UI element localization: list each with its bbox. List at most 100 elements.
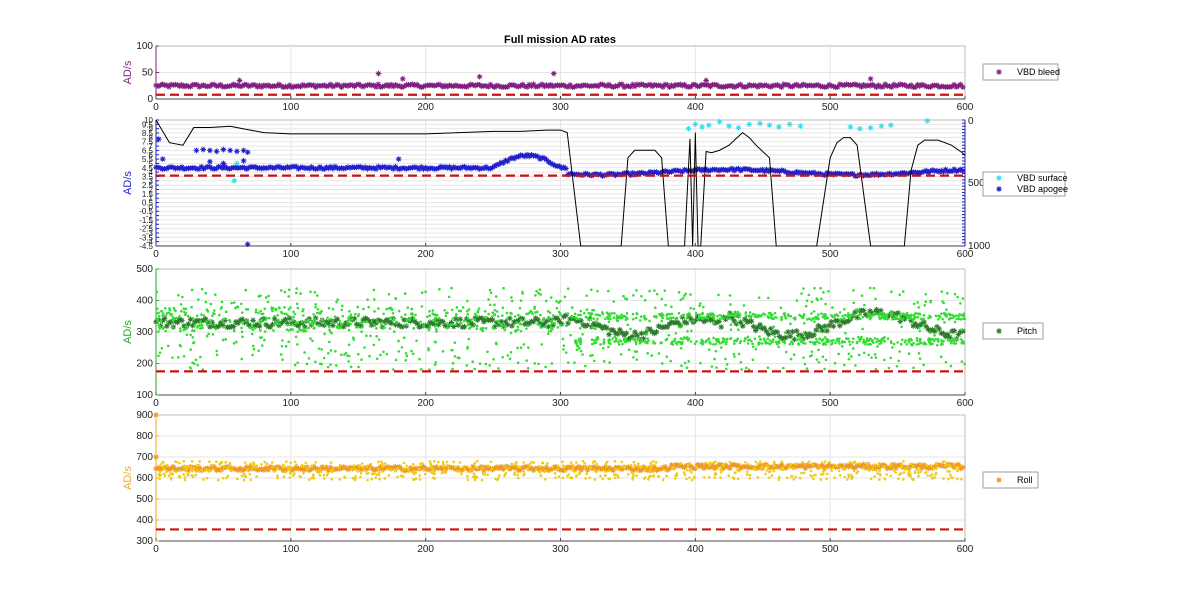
data-point (871, 83, 878, 89)
data-point (608, 83, 614, 90)
data-point (960, 464, 966, 471)
data-dot (802, 321, 806, 325)
data-point (552, 162, 558, 169)
data-dot (618, 315, 621, 318)
data-dot (868, 286, 872, 290)
data-point (841, 319, 847, 326)
data-dot (779, 306, 783, 310)
data-dot (571, 465, 575, 469)
data-dot (719, 470, 723, 474)
data-dot (581, 459, 585, 463)
data-dot (267, 316, 271, 320)
data-point (375, 317, 382, 324)
data-dot (414, 313, 417, 317)
data-point (176, 165, 183, 172)
data-point (494, 319, 500, 326)
data-point (727, 465, 733, 472)
data-point (843, 318, 850, 325)
data-point (763, 328, 770, 335)
data-dot (823, 336, 827, 339)
data-dot (318, 469, 322, 472)
data-dot (900, 463, 904, 467)
data-point (735, 82, 742, 89)
data-dot (780, 318, 783, 322)
data-dot (851, 337, 855, 340)
data-point (724, 464, 731, 470)
data-point (248, 82, 254, 89)
data-dot (749, 315, 753, 319)
data-dot (252, 461, 255, 464)
data-dot (248, 326, 252, 329)
data-dot (519, 329, 523, 333)
data-point (593, 466, 599, 472)
data-dot (161, 326, 165, 329)
data-dot (625, 297, 629, 301)
data-point (778, 84, 785, 91)
y-tick-label: 400 (136, 296, 153, 307)
data-dot (493, 327, 496, 330)
data-dot (898, 350, 901, 353)
data-point (584, 171, 591, 177)
data-dot (315, 311, 319, 315)
data-dot (166, 463, 169, 467)
data-dot (934, 337, 938, 341)
data-dot (193, 329, 196, 332)
y-tick-label: 3 (149, 177, 154, 186)
data-point (677, 81, 684, 88)
data-dot (689, 340, 693, 343)
data-dot (289, 465, 293, 469)
data-point (395, 156, 402, 162)
data-dot (516, 464, 519, 468)
data-dot (614, 339, 618, 343)
data-dot (557, 475, 561, 478)
data-point (811, 169, 817, 176)
data-point (192, 165, 198, 171)
data-dot (510, 462, 514, 466)
data-dot (287, 340, 290, 344)
data-point (800, 336, 806, 342)
data-dot (795, 299, 799, 302)
data-dot (513, 473, 516, 476)
data-dot (260, 344, 264, 347)
data-dot (182, 328, 185, 332)
data-point (938, 167, 945, 174)
data-dot (652, 340, 655, 343)
data-point (655, 323, 662, 329)
data-point (828, 463, 835, 470)
data-dot (770, 341, 773, 344)
data-dot (382, 350, 385, 354)
data-dot (381, 465, 385, 469)
data-dot (254, 310, 258, 314)
data-point (466, 82, 472, 89)
data-point (530, 467, 537, 474)
data-dot (283, 312, 287, 316)
data-dot (583, 462, 587, 465)
data-point (155, 164, 161, 171)
data-point (951, 327, 958, 334)
data-dot (218, 463, 221, 466)
data-dot (629, 327, 632, 331)
data-point (543, 318, 550, 325)
data-point (640, 170, 647, 176)
data-point (265, 165, 271, 171)
data-point (845, 463, 852, 470)
data-dot (165, 321, 169, 325)
data-dot (889, 462, 893, 466)
data-dot (169, 476, 173, 480)
data-point (427, 466, 433, 473)
data-dot (251, 344, 255, 348)
data-dot (250, 467, 254, 470)
data-point (757, 120, 763, 127)
data-point (414, 164, 420, 171)
data-dot (643, 298, 647, 302)
x-tick-label: 300 (552, 398, 569, 409)
data-dot (517, 313, 520, 317)
data-point (234, 160, 240, 167)
data-point (282, 467, 289, 474)
data-dot (549, 329, 553, 333)
data-point (668, 169, 675, 175)
data-point (744, 464, 750, 470)
y-tick-label: 3.5 (142, 172, 154, 181)
data-point (483, 83, 489, 89)
data-dot (315, 469, 318, 473)
